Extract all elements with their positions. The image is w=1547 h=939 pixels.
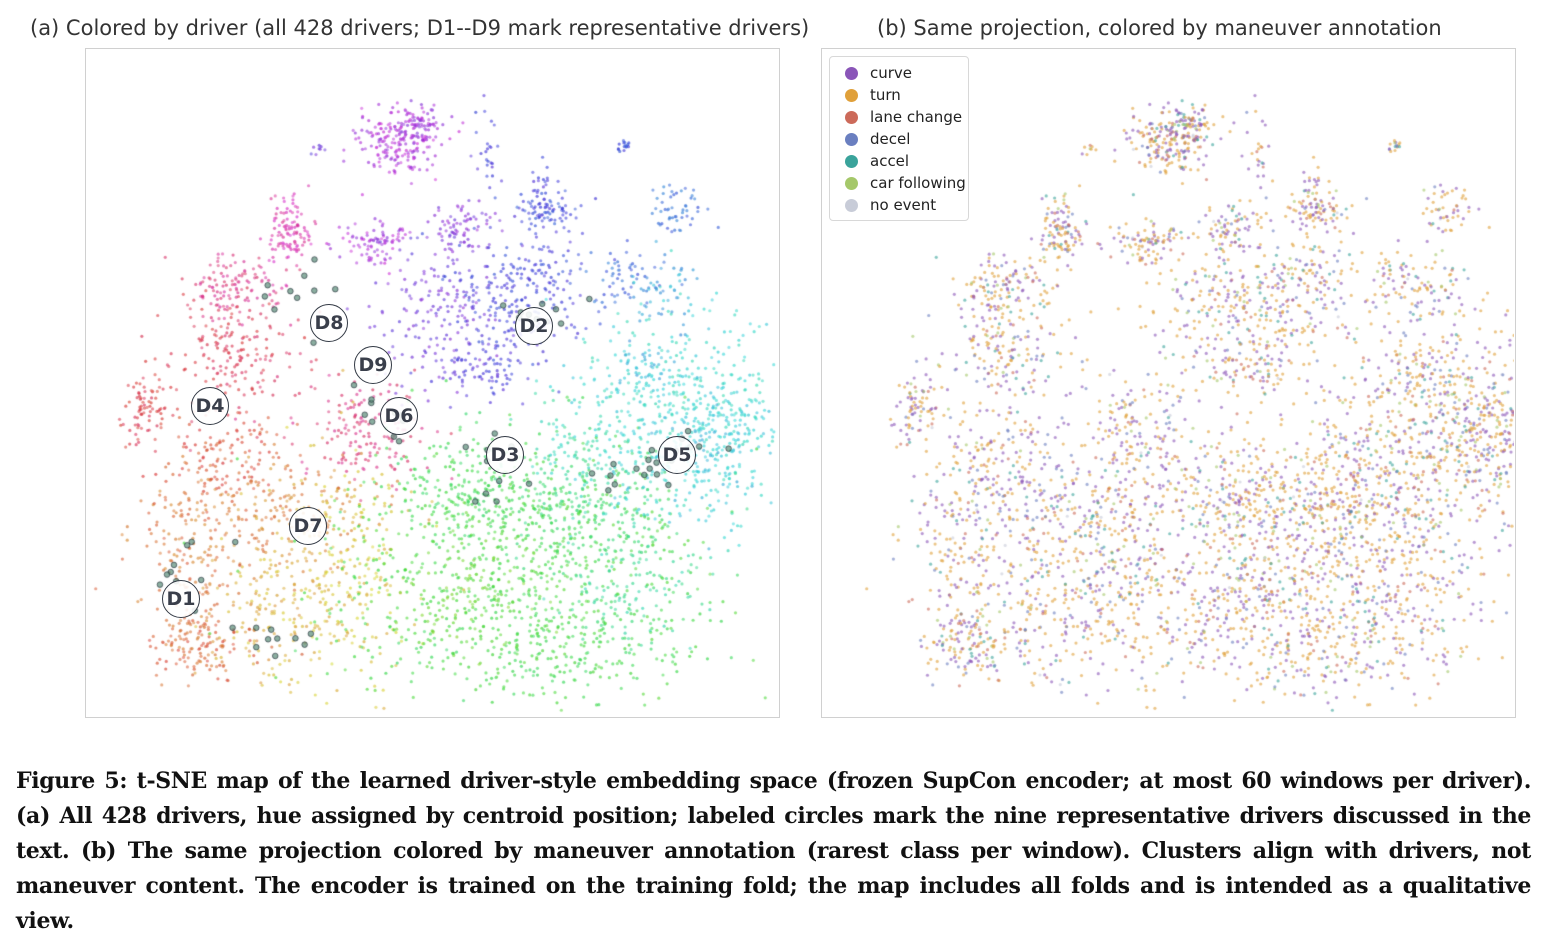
driver-marker-d4: D4 [191,387,229,425]
legend-item-lane-change: lane change [830,106,968,128]
driver-marker-d7: D7 [289,507,327,545]
driver-marker-d5: D5 [658,436,696,474]
legend-dot-lane-change [845,110,858,124]
legend-dot-accel [845,154,858,168]
panel-a-point-cloud [86,49,778,716]
legend-dot-decel [845,132,858,146]
panel-a-title: (a) Colored by driver (all 428 drivers; … [30,16,810,40]
legend-item-car-following: car following [830,172,968,194]
driver-marker-d8: D8 [310,304,348,342]
legend-item-turn: turn [830,84,968,106]
driver-marker-d6: D6 [380,397,418,435]
legend-label: lane change [870,108,963,126]
legend-label: turn [870,86,901,104]
legend-item-curve: curve [830,62,968,84]
driver-marker-d9: D9 [354,346,392,384]
legend-dot-turn [845,88,858,102]
legend-label: decel [870,130,911,148]
panel-b-title: (b) Same projection, colored by maneuver… [877,16,1442,40]
legend-label: curve [870,64,913,82]
figure-caption: Figure 5: t-SNE map of the learned drive… [16,768,1531,934]
legend-item-accel: accel [830,150,968,172]
driver-marker-d1: D1 [162,580,200,618]
legend-dot-curve [845,66,858,80]
maneuver-legend: curve turn lane change decel accel car f… [829,56,969,221]
legend-label: no event [870,196,937,214]
driver-marker-d3: D3 [486,436,524,474]
legend-label: car following [870,174,966,192]
legend-item-decel: decel [830,128,968,150]
legend-dot-car-following [845,176,858,190]
legend-item-no-event: no event [830,194,968,216]
legend-dot-no-event [845,198,858,212]
panel-b-scatter-plot: curve turn lane change decel accel car f… [821,48,1516,718]
legend-label: accel [870,152,910,170]
driver-marker-d2: D2 [515,307,553,345]
panel-a-scatter-plot: D1 D2 D3 D4 D5 D6 D7 D8 D9 [85,48,780,718]
